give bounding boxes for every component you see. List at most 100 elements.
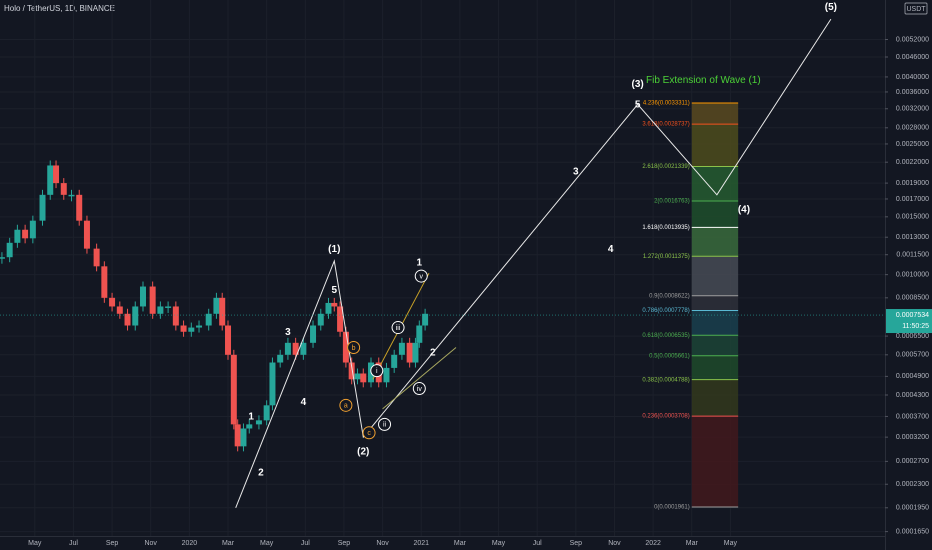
candle — [284, 342, 291, 355]
x-tick-label: Sep — [338, 540, 351, 547]
y-tick-label: 0.0004300 — [896, 392, 929, 399]
fib-level-label: 0.9(0.0008622) — [649, 293, 690, 299]
candle — [165, 306, 172, 308]
y-tick-label: 0.0008500 — [896, 295, 929, 302]
candle — [101, 266, 108, 298]
candle — [331, 302, 338, 307]
wave-label: b — [352, 345, 356, 352]
y-tick-label: 0.0001950 — [896, 505, 929, 512]
candle — [213, 297, 220, 314]
candle — [149, 286, 156, 314]
fib-band — [691, 335, 739, 356]
fib-level-label: 0.618(0.0006535) — [642, 333, 689, 339]
wave-label: 5 — [635, 100, 641, 111]
fib-level-label: 0(0.0001961) — [654, 505, 690, 511]
candle — [6, 242, 13, 258]
y-tick-label: 0.0004900 — [896, 373, 929, 380]
x-tick-label: 2020 — [182, 540, 198, 547]
wave-label: 1 — [248, 412, 254, 423]
candle — [317, 313, 324, 326]
candle — [29, 220, 36, 239]
y-tick-label: 0.0040000 — [896, 74, 929, 81]
wave-label: ii — [383, 422, 387, 429]
candle — [60, 183, 67, 195]
wave-label-circle — [347, 340, 361, 354]
candle — [124, 313, 131, 326]
fib-band — [691, 416, 739, 507]
fib-level-label: 0.5(0.0005661) — [649, 353, 690, 359]
fib-level-label: 0.236(0.0003708) — [642, 414, 689, 420]
candle — [240, 428, 247, 447]
wave-label: a — [344, 403, 348, 410]
fib-band — [691, 124, 739, 167]
candle — [230, 354, 237, 425]
candle — [263, 405, 270, 421]
candle — [196, 325, 203, 328]
x-tick-label: Mar — [454, 540, 467, 547]
candle — [406, 342, 413, 363]
wave-label-circle — [339, 398, 353, 412]
candle — [391, 354, 398, 368]
wave-label: 4 — [301, 397, 307, 408]
candle — [348, 362, 355, 380]
candle — [47, 165, 54, 195]
candle — [116, 306, 123, 314]
candle — [300, 342, 307, 355]
candle — [93, 248, 100, 267]
fib-level-label: 2.618(0.0021339) — [642, 164, 689, 170]
x-tick-label: Jul — [69, 540, 78, 547]
candle — [0, 257, 5, 259]
wave-label-circle — [391, 321, 405, 335]
wave-label: 2 — [258, 467, 264, 478]
chart-title: Holo / TetherUS, 1D, BINANCE — [4, 4, 115, 13]
y-tick-label: 0.0032000 — [896, 106, 929, 113]
candle — [83, 220, 90, 249]
fib-level-label: 0.786(0.0007778) — [642, 308, 689, 314]
candle — [422, 313, 429, 326]
y-tick-label: 0.0003700 — [896, 413, 929, 420]
x-tick-label: Mar — [222, 540, 235, 547]
y-tick-label: 0.0028000 — [896, 125, 929, 132]
x-tick-label: May — [724, 540, 738, 547]
candle — [39, 194, 46, 221]
fib-title: Fib Extension of Wave (1) — [646, 75, 761, 86]
wave-label: 5 — [332, 285, 338, 296]
price-tag-label: 0.0007534 — [896, 312, 929, 319]
wave-label: iv — [417, 386, 423, 393]
y-tick-label: 0.0036000 — [896, 89, 929, 96]
fib-level-label: 2(0.0016763) — [654, 199, 690, 205]
x-tick-label: Mar — [686, 540, 699, 547]
candle — [416, 325, 423, 343]
candle — [188, 327, 195, 332]
wave-label-circle — [414, 269, 428, 283]
y-tick-label: 0.0019000 — [896, 180, 929, 187]
candle — [225, 325, 232, 355]
candle — [354, 373, 361, 380]
fib-band — [691, 200, 739, 228]
y-tick-label: 0.0003200 — [896, 434, 929, 441]
wave-label: v — [419, 273, 423, 280]
wave-label-circle — [412, 382, 426, 396]
candle — [180, 325, 187, 332]
candle — [398, 342, 405, 355]
candle — [139, 286, 146, 307]
x-tick-label: Nov — [144, 540, 157, 547]
fib-band — [691, 310, 739, 336]
y-tick-label: 0.0005700 — [896, 352, 929, 359]
fib-band — [691, 379, 739, 417]
candle — [157, 306, 164, 314]
wave-label: iii — [396, 325, 401, 332]
candle — [383, 367, 390, 383]
candle — [219, 297, 226, 326]
candle — [337, 306, 344, 332]
fib-level-label: 3.618(0.0028737) — [642, 122, 689, 128]
wave-line — [382, 347, 457, 410]
candle — [277, 354, 284, 363]
candle — [68, 194, 75, 197]
candle — [342, 331, 349, 363]
candle — [14, 229, 21, 243]
y-unit[interactable]: USDT — [906, 6, 926, 13]
unit-box[interactable] — [904, 2, 928, 15]
x-tick-label: May — [492, 540, 506, 547]
